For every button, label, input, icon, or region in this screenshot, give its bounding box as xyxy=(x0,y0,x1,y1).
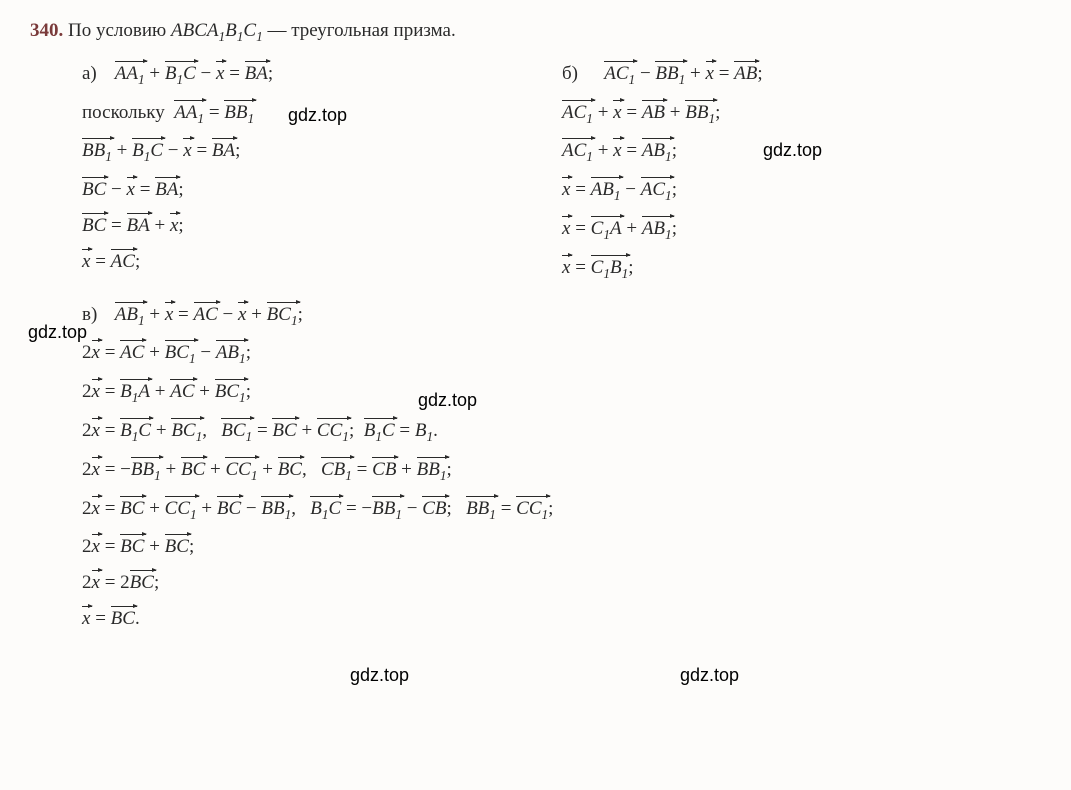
intro-text: По условию xyxy=(68,20,171,41)
part-a-line-0: а) AA1 + B1C − x = BA; xyxy=(30,63,470,88)
part-c-line-7: 2x = 2BC; xyxy=(30,572,1041,594)
column-b: б) AC1 − BB1 + x = AB; AC1 + x = AB + BB… xyxy=(510,63,1041,296)
intro-formula: ABCA1B1C1 xyxy=(171,20,263,41)
part-c-line-3: 2x = B1C + BC1, BC1 = BC + CC1; B1C = B1… xyxy=(30,420,1041,445)
problem-number: 340. xyxy=(30,20,63,41)
part-b-line-0: б) AC1 − BB1 + x = AB; xyxy=(510,63,1041,88)
part-a-line-1: поскольку AA1 = BB1 xyxy=(30,102,470,127)
part-b-line-3: x = AB1 − AC1; xyxy=(510,179,1041,204)
part-b-line-2: AC1 + x = AB1; xyxy=(510,140,1041,165)
part-c-line-6: 2x = BC + BC; xyxy=(30,536,1041,558)
part-a-line-5: x = AC; xyxy=(30,251,470,273)
part-a-line-4: BC = BA + x; xyxy=(30,215,470,237)
label-a: а) xyxy=(82,63,110,85)
columns-ab: а) AA1 + B1C − x = BA; поскольку AA1 = B… xyxy=(30,63,1041,296)
label-c: в) xyxy=(82,304,110,326)
part-c-line-0: в) AB1 + x = AC − x + BC1; xyxy=(30,304,1041,329)
part-c-line-2: 2x = B1A + AC + BC1; xyxy=(30,381,1041,406)
part-a-line-2: BB1 + B1C − x = BA; xyxy=(30,140,470,165)
part-c-line-1: 2x = AC + BC1 − AB1; xyxy=(30,342,1041,367)
watermark: gdz.top xyxy=(350,665,409,686)
column-a: а) AA1 + B1C − x = BA; поскольку AA1 = B… xyxy=(30,63,470,296)
part-c-line-5: 2x = BC + CC1 + BC − BB1, B1C = −BB1 − C… xyxy=(30,498,1041,523)
column-c: в) AB1 + x = AC − x + BC1; 2x = AC + BC1… xyxy=(30,304,1041,631)
part-b-line-4: x = C1A + AB1; xyxy=(510,218,1041,243)
part-a-line-3: BC − x = BA; xyxy=(30,179,470,201)
part-c-line-8: x = BC. xyxy=(30,608,1041,630)
watermark: gdz.top xyxy=(680,665,739,686)
problem-intro: 340. По условию ABCA1B1C1 — треугольная … xyxy=(30,20,1041,45)
part-b-line-1: AC1 + x = AB + BB1; xyxy=(510,102,1041,127)
label-b: б) xyxy=(562,63,590,85)
part-c-line-4: 2x = −BB1 + BC + CC1 + BC, CB1 = CB + BB… xyxy=(30,459,1041,484)
part-b-line-5: x = C1B1; xyxy=(510,257,1041,282)
intro-tail: — треугольная призма. xyxy=(263,20,456,41)
